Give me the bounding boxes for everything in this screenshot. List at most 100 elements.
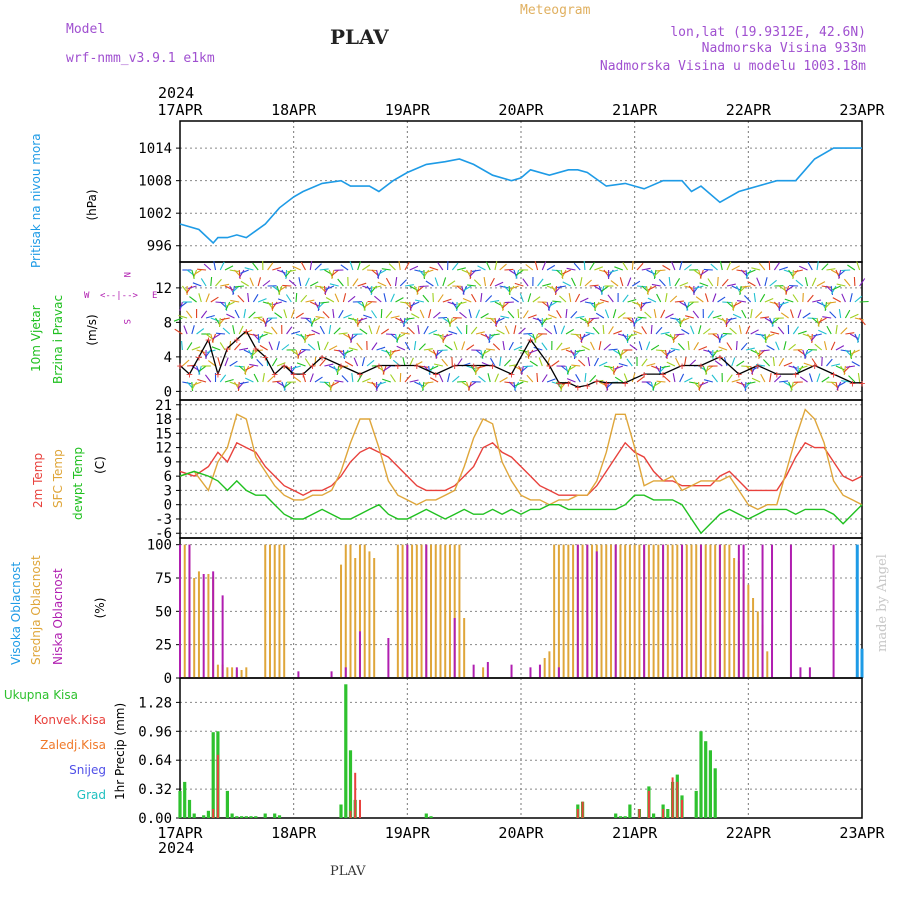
temp-sfc-line [179, 408, 863, 511]
wind-arrow [766, 345, 775, 351]
wind-arrow [494, 373, 500, 383]
wind-arrow [423, 348, 433, 351]
temp-dew-line [179, 470, 863, 535]
wind-arrow [414, 269, 424, 273]
wind-arrow [249, 363, 259, 367]
wind-arrow [307, 343, 316, 351]
precip-total-bar [704, 741, 708, 818]
wind-arrow [580, 333, 586, 343]
temp-ytick-label: 6 [164, 469, 172, 485]
wind-arrow [644, 311, 652, 319]
precip-conv-bar [216, 754, 219, 818]
wind-arrow [837, 381, 846, 387]
wind-arrow [409, 265, 419, 271]
wind-arrow [238, 325, 244, 335]
wind-arrow [320, 301, 330, 304]
wind-arrow [403, 317, 406, 327]
precip-legend-hail: Grad [77, 788, 106, 802]
wind-arrow [485, 261, 491, 271]
wind-arrow [822, 316, 832, 319]
wind-arrow [595, 312, 605, 319]
wind-arrow [189, 296, 197, 303]
cloud-panel: 0 25 50 75 100 [147, 537, 864, 687]
wind-arrow [533, 346, 543, 351]
wind-arrow [851, 361, 860, 367]
precip-total-bar [249, 816, 253, 818]
wind-gust-marker: + [508, 368, 515, 381]
wind-arrow [751, 377, 761, 383]
wind-arrow [324, 363, 334, 367]
wind-arrow [598, 341, 602, 351]
wind-arrow [705, 365, 714, 372]
wind-arrow [779, 380, 789, 383]
wind-arrow [551, 381, 561, 386]
compass-west: W [84, 291, 90, 301]
wind-arrow [332, 309, 335, 319]
wind-arrow [442, 277, 447, 287]
wind-arrow [229, 381, 239, 386]
precip-total-bar [187, 799, 192, 818]
wind-arrow [656, 269, 666, 272]
wind-arrow [598, 269, 608, 274]
wind-arrow [457, 301, 467, 305]
wind-arrow [224, 265, 234, 271]
wind-arrow [419, 285, 429, 288]
wind-arrow [262, 373, 265, 383]
wind-arrow [847, 264, 856, 271]
x-tick-bottom-19apr: 19APR [385, 824, 431, 842]
wind-arrow [704, 293, 709, 303]
wind-arrow [181, 340, 183, 351]
wind-arrow [660, 331, 670, 335]
wind-arrow [799, 265, 808, 271]
wind-arrow [565, 328, 574, 335]
wind-arrow [262, 280, 271, 287]
wind-arrow [717, 296, 726, 303]
wind-arrow [627, 298, 637, 303]
wind-arrow [613, 330, 622, 335]
wind-arrow [740, 342, 748, 351]
wind-arrow [305, 299, 315, 303]
precip-conv-bar [662, 809, 665, 818]
wind-arrow [210, 276, 213, 287]
precip-total-bar [614, 813, 618, 818]
wind-ytick-label: 12 [155, 281, 172, 297]
wind-arrow [278, 285, 287, 292]
wind-arrow [276, 362, 286, 367]
x-tick-bottom-20apr: 20APR [498, 824, 544, 842]
wind-arrow [187, 285, 197, 290]
wind-arrow [802, 333, 812, 338]
wind-arrow [851, 349, 860, 355]
wind-arrow [453, 341, 458, 351]
wind-arrow [746, 269, 756, 275]
wind-arrow [848, 375, 856, 383]
wind-gust-marker: + [215, 368, 222, 381]
wind-arrow [778, 301, 785, 310]
wind-arrow [226, 313, 235, 319]
wind-arrow [494, 261, 498, 271]
pressure-ytick-label: 1014 [138, 141, 172, 157]
wind-arrow [814, 343, 823, 351]
wind-arrow [495, 317, 501, 327]
wind-arrow [499, 357, 502, 367]
wind-arrow [795, 279, 804, 287]
precip-total-bar [211, 732, 215, 818]
wind-arrow [859, 300, 869, 303]
wind-arrow [490, 357, 496, 367]
wind-arrow [232, 325, 236, 335]
wind-arrow [272, 380, 282, 383]
wind-arrow [271, 326, 278, 335]
wind-arrow [377, 381, 387, 386]
wind-arrow [337, 278, 344, 287]
wind-gust-marker: + [641, 368, 648, 381]
wind-arrow [672, 373, 676, 383]
wind-arrow [608, 326, 614, 335]
wind-arrow [219, 261, 225, 271]
wind-gust-marker: + [584, 379, 591, 392]
x-tick-top-22apr: 22APR [726, 101, 772, 119]
wind-arrow [331, 269, 340, 277]
wind-arrow [854, 295, 863, 303]
wind-arrow [579, 297, 589, 303]
wind-arrow [647, 297, 657, 303]
wind-arrow [699, 381, 709, 386]
